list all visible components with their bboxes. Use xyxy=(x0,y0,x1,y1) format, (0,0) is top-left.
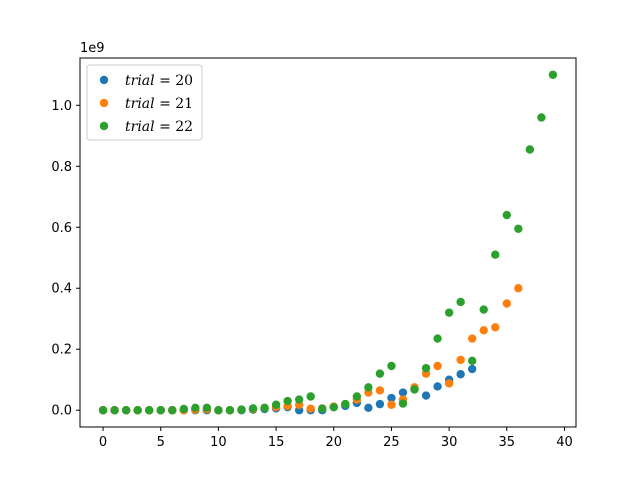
data-point xyxy=(145,406,154,415)
data-point xyxy=(421,391,431,400)
data-point xyxy=(364,403,373,412)
data-point xyxy=(202,403,212,412)
data-point xyxy=(456,355,465,365)
data-point xyxy=(514,284,523,293)
data-point xyxy=(352,392,362,401)
legend-equals: = xyxy=(155,73,176,89)
data-point xyxy=(433,361,442,371)
data-point xyxy=(214,406,223,415)
data-point xyxy=(156,406,165,415)
data-point xyxy=(237,405,246,414)
data-point xyxy=(318,404,327,413)
data-point xyxy=(375,386,385,395)
x-tick-label: 30 xyxy=(441,435,458,450)
legend-label: trial = 21 xyxy=(125,96,193,112)
data-point xyxy=(306,404,315,413)
x-tick-label: 35 xyxy=(499,435,516,450)
data-point xyxy=(444,308,454,317)
legend-marker xyxy=(99,98,109,108)
data-point xyxy=(283,396,292,406)
data-point xyxy=(467,334,477,343)
data-point xyxy=(514,224,523,233)
x-tick-label: 0 xyxy=(99,435,107,450)
y-tick-label: 0.2 xyxy=(51,343,72,358)
data-point xyxy=(306,392,315,401)
data-point xyxy=(191,403,200,412)
data-point xyxy=(387,400,396,409)
axis-ticks: 0 5 10 15 20 25 30 35 40 0.0 0.2 0.4 0.6 0.8 1.0 xyxy=(51,99,572,450)
legend-label: trial = 20 xyxy=(125,73,193,89)
data-point xyxy=(248,404,258,413)
x-tick-label: 15 xyxy=(268,435,285,450)
data-point xyxy=(387,361,396,371)
legend-label: trial = 22 xyxy=(125,119,193,135)
data-point xyxy=(537,113,546,122)
data-point xyxy=(375,369,385,378)
data-point xyxy=(398,399,408,408)
legend-value: 21 xyxy=(175,96,193,112)
y-tick-label: 0.6 xyxy=(51,221,72,236)
y-tick-label: 0.8 xyxy=(51,160,72,175)
data-point xyxy=(479,326,488,335)
data-point xyxy=(548,70,558,79)
data-point xyxy=(98,406,108,415)
legend-equals: = xyxy=(155,96,176,112)
data-point xyxy=(375,399,385,409)
legend-value: 20 xyxy=(175,73,193,89)
data-point xyxy=(410,385,419,394)
data-point xyxy=(398,388,408,397)
data-point xyxy=(491,323,500,332)
data-point xyxy=(502,299,511,308)
legend-marker xyxy=(99,75,109,85)
data-point xyxy=(225,406,235,415)
x-tick-label: 25 xyxy=(383,435,400,450)
y-tick-label: 0.0 xyxy=(51,404,72,419)
plot-marks xyxy=(98,70,558,415)
data-point xyxy=(444,379,454,388)
data-point xyxy=(433,382,442,391)
data-point xyxy=(479,305,488,314)
data-point xyxy=(341,399,350,409)
legend-marker xyxy=(99,121,109,131)
axes-frame xyxy=(79,57,577,428)
series-22 xyxy=(98,70,558,415)
data-point xyxy=(467,364,477,374)
data-point xyxy=(271,400,281,409)
data-point xyxy=(260,403,269,412)
x-tick-label: 5 xyxy=(157,435,165,450)
data-point xyxy=(294,395,304,404)
legend-variable: trial xyxy=(125,119,155,135)
data-point xyxy=(525,145,535,154)
data-point xyxy=(421,363,431,373)
data-point xyxy=(179,404,189,414)
data-point xyxy=(364,383,373,392)
legend-value: 22 xyxy=(175,119,193,135)
legend-equals: = xyxy=(155,119,176,135)
data-point xyxy=(168,406,177,415)
data-point xyxy=(456,370,465,379)
data-point xyxy=(121,406,131,415)
legend-variable: trial xyxy=(125,96,155,112)
data-point xyxy=(329,402,338,412)
x-tick-label: 10 xyxy=(210,435,227,450)
y-tick-label: 1.0 xyxy=(51,99,72,114)
data-point xyxy=(387,393,396,403)
data-point xyxy=(456,297,465,307)
legend-box xyxy=(86,64,203,141)
x-tick-label: 40 xyxy=(556,435,573,450)
data-point xyxy=(467,356,477,366)
x-tick-label: 20 xyxy=(325,435,342,450)
data-point xyxy=(433,334,442,343)
legend-variable: trial xyxy=(125,73,155,89)
data-point xyxy=(502,210,511,220)
data-point xyxy=(110,406,119,415)
data-point xyxy=(133,406,142,415)
y-offset-label: 1e9 xyxy=(80,41,105,56)
y-tick-label: 0.4 xyxy=(51,282,72,297)
data-point xyxy=(491,250,500,259)
